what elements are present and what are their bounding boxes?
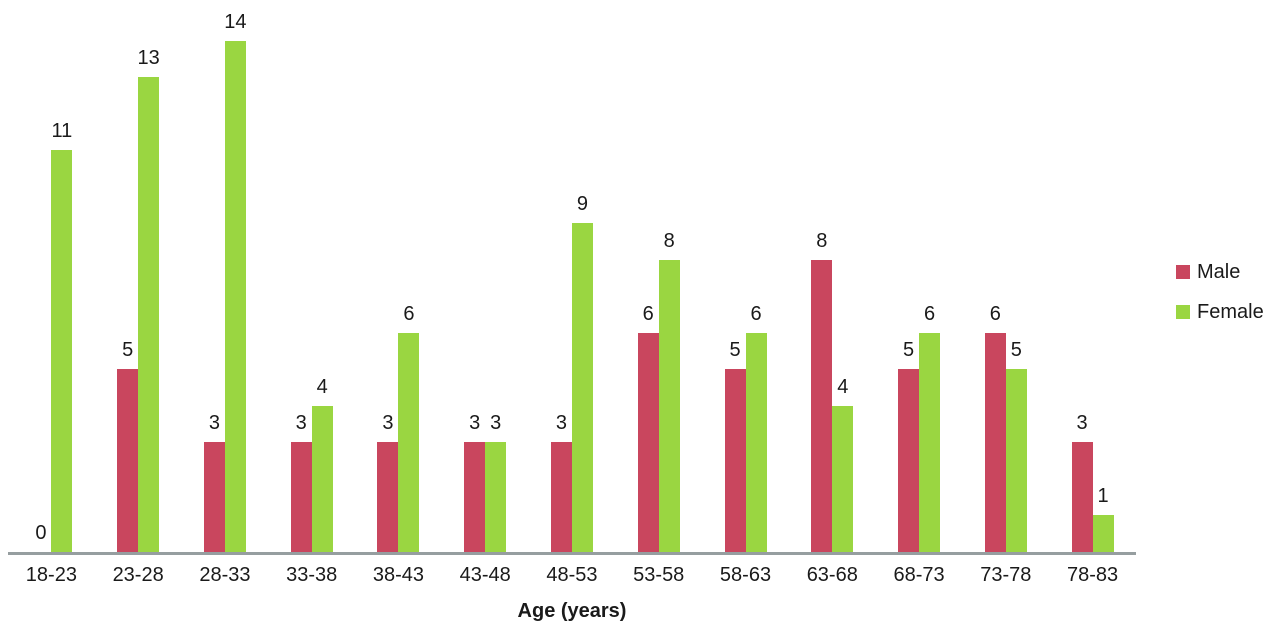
category-label: 18-23 <box>25 564 77 586</box>
bar-value-label: 1 <box>1097 485 1109 507</box>
legend-item-female: Female <box>1176 300 1264 324</box>
bar-value-label: 0 <box>35 522 47 544</box>
male-bar <box>984 333 1006 552</box>
female-bar <box>658 260 680 552</box>
bar-value-label: 3 <box>555 412 568 434</box>
category-label: 63-68 <box>806 564 858 586</box>
category-label: 48-53 <box>546 564 598 586</box>
bar-value-label: 5 <box>122 339 134 361</box>
bar-value-label: 6 <box>403 303 415 325</box>
female-bar <box>1005 369 1027 552</box>
category-label: 23-28 <box>112 564 164 586</box>
bar-group: 3 14 <box>182 0 269 552</box>
bar-value-label: 3 <box>490 412 502 434</box>
x-axis-line <box>8 552 1136 555</box>
bar-value-label: 3 <box>382 412 394 434</box>
x-axis-labels: 18-23 23-28 28-33 33-38 38-43 43-48 48-53 53-58… <box>8 562 1136 588</box>
female-swatch-icon <box>1176 305 1190 319</box>
bar-value-label: 4 <box>316 376 328 398</box>
category-label: 43-48 <box>459 564 511 586</box>
bar-value-label: 8 <box>816 230 828 252</box>
male-bar <box>898 369 920 552</box>
bar-value-label: 5 <box>1010 339 1022 361</box>
male-bar <box>550 442 572 552</box>
male-bar <box>811 260 833 552</box>
category-label: 58-63 <box>719 564 772 586</box>
bar-value-label: 11 <box>51 120 73 142</box>
category-label: 38-43 <box>372 564 425 586</box>
bar-value-label: 8 <box>663 230 675 252</box>
male-bar <box>464 442 486 552</box>
legend-item-male: Male <box>1176 260 1264 284</box>
bar-value-label: 9 <box>576 193 589 215</box>
female-bar <box>51 150 73 552</box>
category-label: 53-58 <box>633 564 685 586</box>
bar-group: 0 11 <box>8 0 95 552</box>
bar-value-label: 13 <box>137 47 160 69</box>
female-bar <box>311 406 333 552</box>
category-label: 33-38 <box>286 564 338 586</box>
legend: Male Female <box>1176 260 1264 324</box>
legend-label-male: Male <box>1197 261 1241 283</box>
category-label: 78-83 <box>1066 564 1119 586</box>
bar-value-label: 6 <box>923 303 936 325</box>
plot-area: 0 11 5 13 3 14 3 4 3 6 3 3 3 9 6 8 5 6 8 4 5 6 6 5 3 1 <box>8 0 1136 552</box>
x-axis-title: Age (years) <box>517 600 627 622</box>
male-bar <box>290 442 312 552</box>
female-bar <box>832 406 854 552</box>
bar-value-label: 3 <box>295 412 307 434</box>
male-bar <box>637 333 659 552</box>
bar-value-label: 4 <box>837 376 849 398</box>
female-bar <box>224 41 246 552</box>
male-bar <box>724 369 746 552</box>
female-bar <box>398 333 420 552</box>
bar-value-label: 6 <box>750 303 762 325</box>
female-bar <box>745 333 767 552</box>
bar-value-label: 6 <box>642 303 654 325</box>
female-bar <box>571 223 593 552</box>
category-label: 28-33 <box>199 564 251 586</box>
bar-value-label: 3 <box>1076 412 1088 434</box>
category-label: 68-73 <box>893 564 945 586</box>
category-label: 73-78 <box>980 564 1032 586</box>
male-bar <box>117 369 139 552</box>
legend-label-female: Female <box>1197 301 1264 323</box>
bar-value-label: 6 <box>989 303 1001 325</box>
bar-group: 5 13 <box>95 0 182 552</box>
male-swatch-icon <box>1176 265 1190 279</box>
male-bar <box>203 442 225 552</box>
bar-value-label: 3 <box>469 412 481 434</box>
female-bar <box>485 442 507 552</box>
female-bar <box>1092 515 1114 552</box>
male-bar <box>377 442 399 552</box>
bar-value-label: 5 <box>729 339 741 361</box>
female-bar <box>919 333 941 552</box>
female-bar <box>138 77 160 552</box>
male-bar <box>1071 442 1093 552</box>
bar-value-label: 3 <box>208 412 220 434</box>
bar-value-label: 5 <box>902 339 915 361</box>
bar-value-label: 14 <box>224 11 247 33</box>
